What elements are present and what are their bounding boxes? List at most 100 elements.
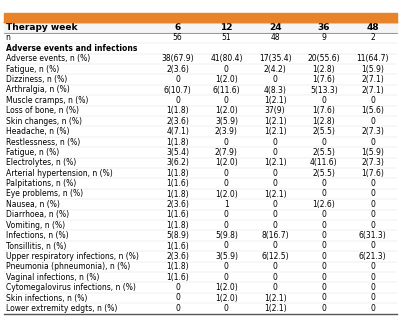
Text: n: n <box>6 34 10 43</box>
Text: 6(12.5): 6(12.5) <box>261 252 289 261</box>
Text: 0: 0 <box>322 252 326 261</box>
Text: 0: 0 <box>273 242 277 251</box>
Text: 1(5.9): 1(5.9) <box>361 65 384 74</box>
Text: 37(9): 37(9) <box>265 106 286 115</box>
Bar <box>4 241 397 251</box>
Text: 0: 0 <box>273 273 277 282</box>
Text: 0: 0 <box>224 96 229 105</box>
Text: 8(16.7): 8(16.7) <box>261 231 289 240</box>
Text: 0: 0 <box>322 231 326 240</box>
Text: 1(2.0): 1(2.0) <box>215 283 238 292</box>
Text: 0: 0 <box>175 75 180 84</box>
Text: 1(5.9): 1(5.9) <box>361 148 384 157</box>
Text: 1(2.1): 1(2.1) <box>264 96 286 105</box>
Text: Tonsillitis, n (%): Tonsillitis, n (%) <box>6 242 66 251</box>
Text: 0: 0 <box>322 221 326 230</box>
Text: 0: 0 <box>273 169 277 178</box>
Text: 0: 0 <box>370 304 375 313</box>
Text: 0: 0 <box>370 283 375 292</box>
Text: 1: 1 <box>224 200 229 209</box>
Bar <box>4 220 397 230</box>
Text: 2(7.9): 2(7.9) <box>215 148 238 157</box>
Text: 3(5.9): 3(5.9) <box>215 117 238 126</box>
Text: Vomiting, n (%): Vomiting, n (%) <box>6 221 65 230</box>
Text: 2(5.5): 2(5.5) <box>312 127 335 136</box>
Text: 1(2.8): 1(2.8) <box>313 117 335 126</box>
Bar <box>4 179 397 189</box>
Bar <box>4 282 397 293</box>
Text: Upper respiratory infections, n (%): Upper respiratory infections, n (%) <box>6 252 138 261</box>
Text: 6(10.7): 6(10.7) <box>164 85 192 94</box>
Text: 6(11.6): 6(11.6) <box>213 85 240 94</box>
Text: 1(2.1): 1(2.1) <box>264 127 286 136</box>
Text: Dizziness, n (%): Dizziness, n (%) <box>6 75 67 84</box>
Text: 9: 9 <box>322 34 326 43</box>
Text: 0: 0 <box>224 273 229 282</box>
Text: 6(21.3): 6(21.3) <box>359 252 387 261</box>
Text: 0: 0 <box>273 283 277 292</box>
Text: 2(3.6): 2(3.6) <box>166 117 189 126</box>
Bar <box>4 293 397 303</box>
Text: 12: 12 <box>220 23 233 32</box>
Text: 41(80.4): 41(80.4) <box>210 54 243 63</box>
Text: 2(3.9): 2(3.9) <box>215 127 238 136</box>
Text: 1(2.1): 1(2.1) <box>264 117 286 126</box>
Text: 0: 0 <box>175 293 180 302</box>
Bar <box>4 147 397 158</box>
Text: 5(8.9): 5(8.9) <box>166 231 189 240</box>
Bar <box>4 303 397 314</box>
Text: 56: 56 <box>173 34 182 43</box>
Text: 17(35.4): 17(35.4) <box>259 54 292 63</box>
Text: 6: 6 <box>174 23 181 32</box>
Text: 0: 0 <box>224 65 229 74</box>
Text: 0: 0 <box>273 179 277 188</box>
Text: Arterial hypertension, n (%): Arterial hypertension, n (%) <box>6 169 112 178</box>
Text: 0: 0 <box>175 283 180 292</box>
Text: Pneumonia (phneumonia), n (%): Pneumonia (phneumonia), n (%) <box>6 262 130 271</box>
Text: 0: 0 <box>370 242 375 251</box>
Text: Fatigue, n (%): Fatigue, n (%) <box>6 65 59 74</box>
Text: 24: 24 <box>269 23 282 32</box>
Text: 1(2.0): 1(2.0) <box>215 75 238 84</box>
Text: 2(7.1): 2(7.1) <box>361 85 384 94</box>
Text: 3(6.2): 3(6.2) <box>166 158 189 167</box>
Text: 1(2.0): 1(2.0) <box>215 189 238 198</box>
Text: 1(1.8): 1(1.8) <box>166 262 189 271</box>
Text: Headache, n (%): Headache, n (%) <box>6 127 69 136</box>
Text: 1(1.8): 1(1.8) <box>166 189 189 198</box>
Text: 2(3.6): 2(3.6) <box>166 65 189 74</box>
Text: 1(7.6): 1(7.6) <box>312 106 335 115</box>
Bar <box>4 106 397 116</box>
Bar <box>4 116 397 126</box>
Text: 0: 0 <box>370 273 375 282</box>
Text: 0: 0 <box>273 138 277 147</box>
Text: 0: 0 <box>322 293 326 302</box>
Text: Adverse events, n (%): Adverse events, n (%) <box>6 54 90 63</box>
Text: Vaginal infections, n (%): Vaginal infections, n (%) <box>6 273 99 282</box>
Text: 0: 0 <box>273 148 277 157</box>
Text: Adverse events and infections: Adverse events and infections <box>6 44 137 53</box>
Text: 2(5.5): 2(5.5) <box>312 169 335 178</box>
Text: 1(2.8): 1(2.8) <box>313 65 335 74</box>
Text: 5(13.3): 5(13.3) <box>310 85 338 94</box>
Text: 2(7.3): 2(7.3) <box>361 127 384 136</box>
Text: 0: 0 <box>224 262 229 271</box>
Text: 2: 2 <box>370 34 375 43</box>
Text: 38(67.9): 38(67.9) <box>161 54 194 63</box>
Text: 1(1.6): 1(1.6) <box>166 242 189 251</box>
Text: 0: 0 <box>370 200 375 209</box>
Text: 51: 51 <box>222 34 231 43</box>
Text: 0: 0 <box>224 242 229 251</box>
Bar <box>4 230 397 241</box>
Text: Muscle cramps, n (%): Muscle cramps, n (%) <box>6 96 88 105</box>
Text: Fatigue, n (%): Fatigue, n (%) <box>6 148 59 157</box>
Text: 0: 0 <box>370 262 375 271</box>
Text: 0: 0 <box>322 242 326 251</box>
Bar <box>4 85 397 95</box>
Bar <box>4 95 397 106</box>
Text: 36: 36 <box>318 23 330 32</box>
Text: 0: 0 <box>273 221 277 230</box>
Bar <box>4 43 397 53</box>
Text: 1(1.6): 1(1.6) <box>166 210 189 219</box>
Text: 0: 0 <box>322 304 326 313</box>
